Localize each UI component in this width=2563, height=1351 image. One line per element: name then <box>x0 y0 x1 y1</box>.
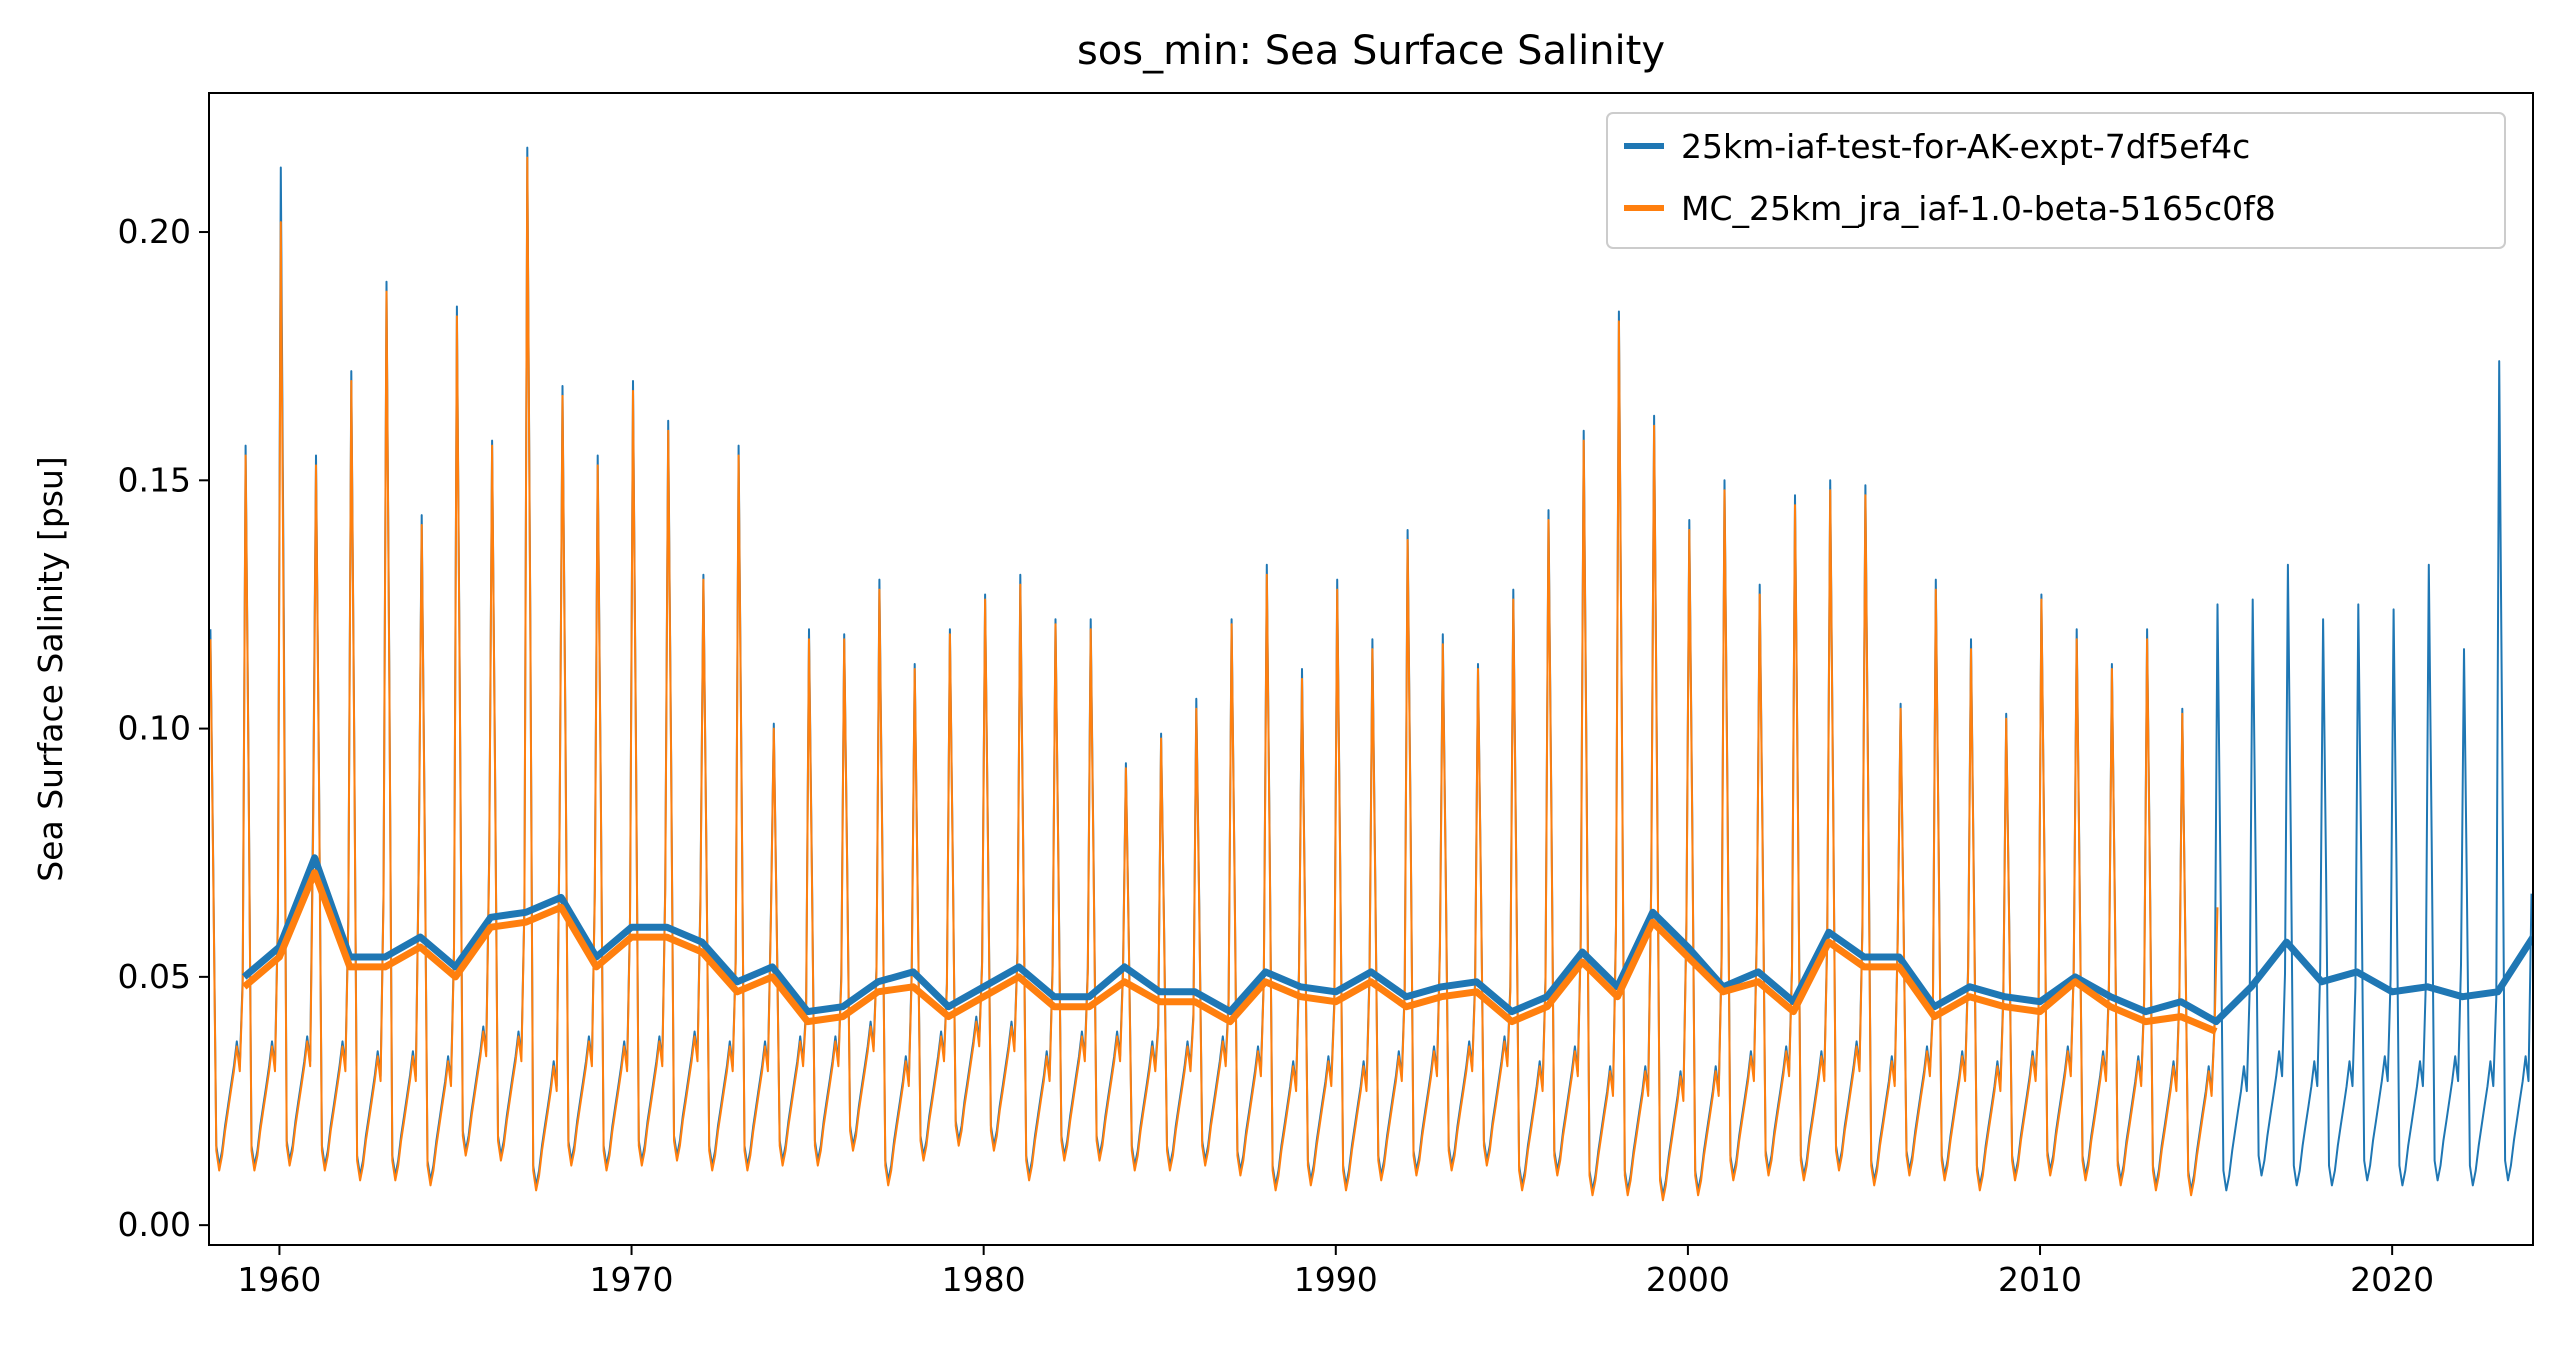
annual-mean-line-1 <box>241 869 2218 1035</box>
legend-label-1: MC_25km_jra_iaf-1.0-beta-5165c0f8 <box>1681 189 2276 228</box>
y-tick-label: 0.20 <box>118 212 191 251</box>
annual-mean-line-0 <box>241 854 2533 1026</box>
y-tick-label: 0.15 <box>118 460 191 499</box>
y-tick-label: 0.05 <box>118 957 191 996</box>
monthly-line-1 <box>209 156 2219 1202</box>
x-tick-label: 2010 <box>1998 1260 2082 1299</box>
x-tick-label: 1960 <box>237 1260 321 1299</box>
x-tick-label: 1990 <box>1294 1260 1378 1299</box>
x-tick-label: 2000 <box>1646 1260 1730 1299</box>
x-tick-label: 1980 <box>942 1260 1026 1299</box>
legend: 25km-iaf-test-for-AK-expt-7df5ef4c MC_25… <box>1606 112 2506 249</box>
x-tick-label: 2020 <box>2350 1260 2434 1299</box>
y-tick-label: 0.00 <box>118 1205 191 1244</box>
legend-label-0: 25km-iaf-test-for-AK-expt-7df5ef4c <box>1681 127 2250 166</box>
chart-title: sos_min: Sea Surface Salinity <box>1077 28 1665 74</box>
plot-area <box>209 146 2533 1202</box>
monthly-line-0 <box>209 146 2533 1197</box>
y-tick-label: 0.10 <box>118 709 191 748</box>
x-tick-label: 1970 <box>590 1260 674 1299</box>
axes-frame <box>208 92 2534 1246</box>
y-axis-label: Sea Surface Salinity [psu] <box>31 456 70 882</box>
y-axis-ticks: 0.00 0.05 0.10 0.15 0.20 <box>118 212 209 1244</box>
x-axis-ticks: 1960 1970 1980 1990 2000 2010 2020 <box>237 1245 2434 1299</box>
legend-box <box>1606 112 2506 249</box>
